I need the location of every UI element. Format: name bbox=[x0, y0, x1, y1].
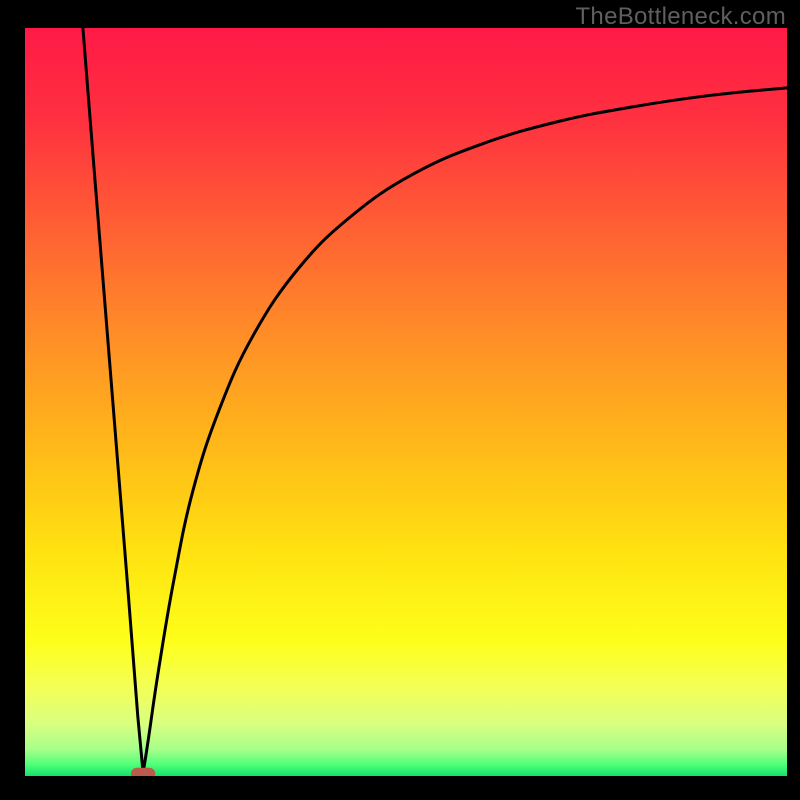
bottleneck-curve bbox=[25, 28, 787, 776]
attribution-text: TheBottleneck.com bbox=[575, 3, 786, 31]
optimum-marker bbox=[131, 768, 155, 776]
chart-area bbox=[25, 28, 787, 776]
